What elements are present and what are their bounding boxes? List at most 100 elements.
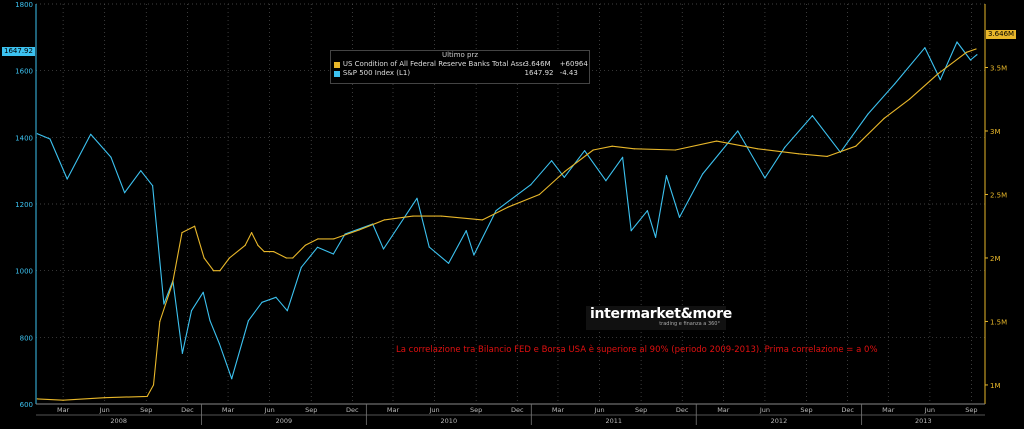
sp500-point (36, 133, 39, 135)
sp500-point (630, 230, 632, 232)
brand-name: intermarket&more (590, 306, 732, 322)
legend-change-fed: +60964 (559, 60, 588, 68)
x-month-label: Jun (593, 406, 604, 414)
legend-change-sp500: -4.43 (559, 69, 578, 77)
sp500-point (286, 310, 288, 312)
sp500-point (152, 185, 154, 187)
sp500-point (811, 115, 814, 117)
legend-entry-fed: US Condition of All Federal Reserve Bank… (331, 60, 589, 69)
sp500-point (190, 310, 193, 312)
fed-assets-point (36, 398, 39, 400)
sp500-point (300, 266, 302, 268)
left-tick-label: 1800 (15, 1, 33, 9)
legend-swatch-fed (334, 61, 340, 68)
right-tick-label: 2M (990, 255, 1001, 263)
legend: Ultimo prz US Condition of All Federal R… (330, 50, 590, 84)
legend-label-fed: US Condition of All Federal Reserve Bank… (342, 60, 525, 68)
legend-swatch-sp500 (334, 70, 340, 77)
x-axis: Mar Jun Sep Dec Mar Jun Sep Dec Mar Jun Sep Dec Mar J… (36, 403, 985, 425)
fed-assets-point (171, 282, 174, 284)
sp500-line (37, 41, 978, 380)
right-axis: 3.5M 3M 2.5M 2M 1.5M 1M (984, 4, 1007, 404)
sp500-point (202, 291, 204, 293)
sp500-point (737, 130, 739, 132)
sp500-point (247, 320, 249, 322)
x-month-label: Sep (635, 406, 647, 414)
sp500-point (784, 146, 786, 148)
sp500-point (702, 173, 704, 175)
sp500-point (956, 41, 958, 43)
right-tick-label: 3M (990, 128, 1001, 136)
fed-assets-point (333, 238, 335, 240)
sp500-point (867, 113, 869, 115)
x-year-label: 2009 (276, 417, 293, 425)
sp500-point (110, 156, 112, 158)
fed-assets-point (203, 257, 205, 259)
fed-assets-point (228, 257, 230, 259)
fed-assets-point (611, 145, 613, 147)
left-tick-label: 1000 (15, 268, 33, 276)
sp500-point (764, 177, 766, 179)
x-month-label: Dec (841, 406, 854, 414)
fed-assets-point (213, 270, 215, 272)
fed-assets-point (251, 232, 253, 234)
sp500-point (275, 296, 277, 298)
sp500-point (530, 184, 532, 186)
x-month-label: Mar (57, 406, 70, 414)
x-month-label: Dec (181, 406, 194, 414)
left-tick-label: 800 (20, 334, 33, 342)
fed-assets-point (358, 229, 360, 231)
fed-assets-point (564, 171, 566, 173)
left-axis: 1800 1600 1400 1200 1000 800 600 (15, 1, 37, 409)
left-tick-label: 1200 (15, 201, 33, 209)
x-month-label: Jun (924, 406, 935, 414)
legend-header: Ultimo prz (441, 51, 479, 59)
x-month-label: Jun (759, 406, 770, 414)
fed-assets-point (104, 397, 106, 399)
fed-assets-point (263, 251, 265, 253)
fed-assets-point (592, 149, 594, 151)
right-tick-label: 3.5M (990, 64, 1007, 72)
sp500-point (428, 246, 430, 248)
sp500-point (66, 178, 68, 180)
legend-value-sp500: 1647.92 (524, 69, 554, 77)
x-month-label: Mar (717, 406, 730, 414)
sp500-point (605, 180, 607, 182)
sp500-point (655, 236, 657, 238)
fed-assets-point (159, 320, 161, 323)
sp500-point (163, 303, 165, 305)
fed-assets-point (152, 384, 155, 386)
x-month-label: Mar (387, 406, 400, 414)
fed-assets-point (304, 244, 306, 246)
x-month-label: Sep (470, 406, 482, 414)
fed-assets-point (633, 148, 635, 150)
left-tick-label: 1400 (15, 134, 33, 142)
fed-assets-point (965, 51, 968, 53)
x-month-label: Jun (429, 406, 440, 414)
x-year-label: 2010 (441, 417, 458, 425)
right-tick-label: 1.5M (990, 318, 1007, 326)
x-month-label: Jun (99, 406, 110, 414)
sp500-point (622, 156, 624, 158)
sp500-point (382, 248, 385, 250)
sp500-point (969, 59, 972, 61)
sp500-point (495, 210, 497, 212)
fed-assets-point (146, 395, 148, 397)
legend-entry-sp500: S&P 500 Index (L1) 1647.92 -4.43 (331, 69, 589, 78)
fed-assets-point (62, 399, 64, 401)
x-year-label: 2011 (605, 417, 622, 425)
fed-assets-point (757, 148, 759, 150)
sp500-point (181, 352, 183, 354)
sp500-point (218, 343, 221, 345)
right-tick-label: 1M (990, 382, 1001, 390)
x-month-label: Jun (264, 406, 275, 414)
sp500-point (448, 262, 450, 264)
sp500-point (49, 138, 51, 140)
sp500-point (140, 170, 142, 172)
sp500-point (924, 47, 926, 49)
legend-label-sp500: S&P 500 Index (L1) (342, 69, 411, 77)
left-tick-label: 1600 (15, 68, 33, 76)
sp500-point (894, 83, 896, 85)
